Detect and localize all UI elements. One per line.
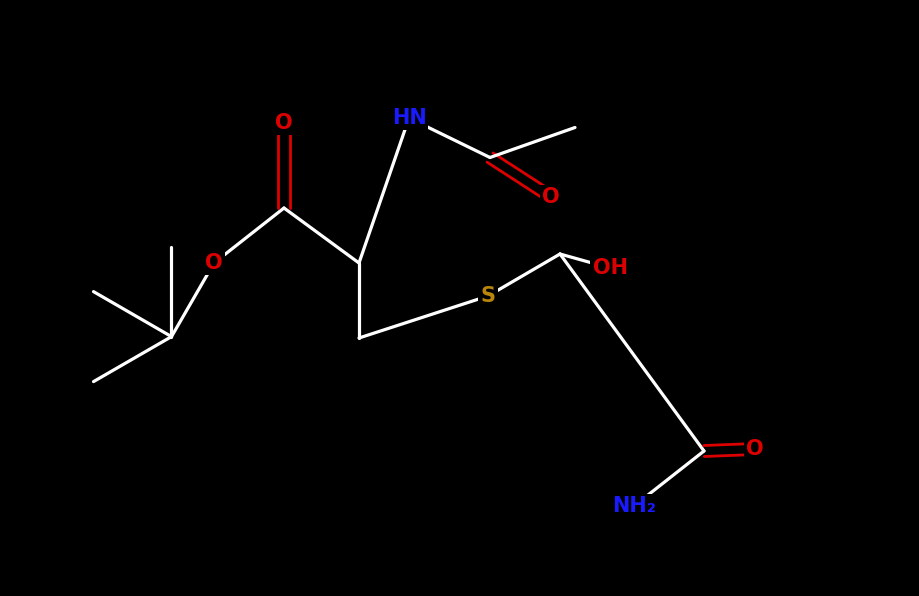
Text: HN: HN <box>391 108 426 128</box>
Text: NH₂: NH₂ <box>612 496 656 516</box>
Text: O: O <box>205 253 222 273</box>
Text: OH: OH <box>593 258 628 278</box>
Text: O: O <box>275 113 293 133</box>
Text: O: O <box>746 439 764 459</box>
Text: S: S <box>481 286 495 306</box>
Text: O: O <box>542 187 560 207</box>
